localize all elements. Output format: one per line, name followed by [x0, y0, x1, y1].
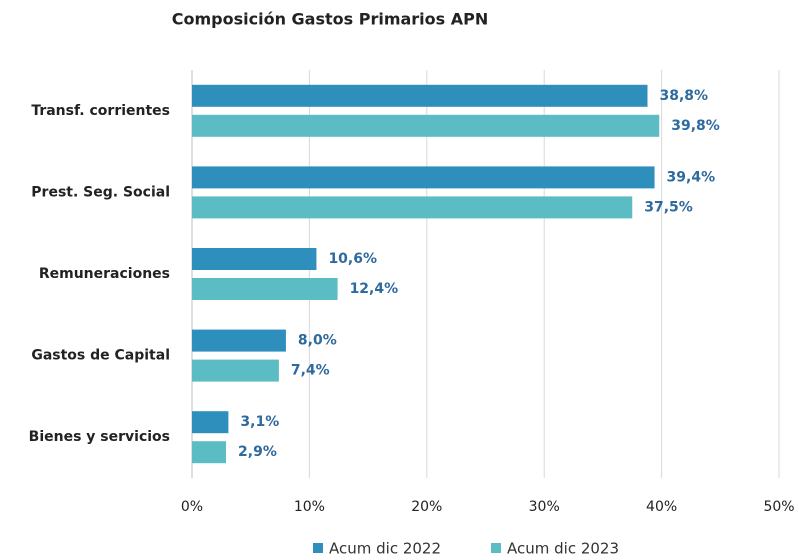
bar	[192, 84, 648, 107]
y-tick-label: Remuneraciones	[39, 266, 170, 282]
data-label: 37,5%	[644, 199, 693, 215]
x-tick-label: 0%	[181, 499, 203, 515]
data-label: 3,1%	[240, 414, 279, 430]
data-label: 39,4%	[667, 169, 716, 185]
x-tick-label: 50%	[763, 499, 794, 515]
x-tick-label: 20%	[411, 499, 442, 515]
legend-swatch	[491, 543, 501, 553]
bar	[192, 114, 660, 137]
bar	[192, 248, 317, 270]
y-tick-label: Bienes y servicios	[29, 429, 170, 445]
bar	[192, 196, 633, 219]
legend-swatch	[313, 543, 323, 553]
bar	[192, 278, 338, 300]
y-tick-label: Gastos de Capital	[31, 348, 170, 364]
bar	[192, 441, 227, 464]
legend-label: Acum dic 2022	[329, 540, 441, 558]
y-tick-label: Prest. Seg. Social	[31, 184, 170, 200]
data-label: 7,4%	[291, 363, 330, 379]
x-tick-label: 10%	[294, 499, 325, 515]
chart-title: Composición Gastos Primarios APN	[172, 10, 489, 29]
x-tick-label: 30%	[529, 499, 560, 515]
data-label: 8,0%	[298, 333, 337, 349]
bar	[192, 166, 655, 189]
data-label: 10,6%	[328, 251, 377, 267]
data-label: 38,8%	[660, 88, 709, 104]
bar	[192, 359, 279, 382]
bar	[192, 411, 229, 434]
legend-label: Acum dic 2023	[507, 540, 619, 558]
x-tick-label: 40%	[646, 499, 677, 515]
data-label: 2,9%	[238, 444, 277, 460]
data-label: 39,8%	[671, 118, 720, 134]
bar	[192, 329, 286, 352]
y-tick-label: Transf. corrientes	[31, 103, 170, 119]
data-label: 12,4%	[350, 281, 399, 297]
